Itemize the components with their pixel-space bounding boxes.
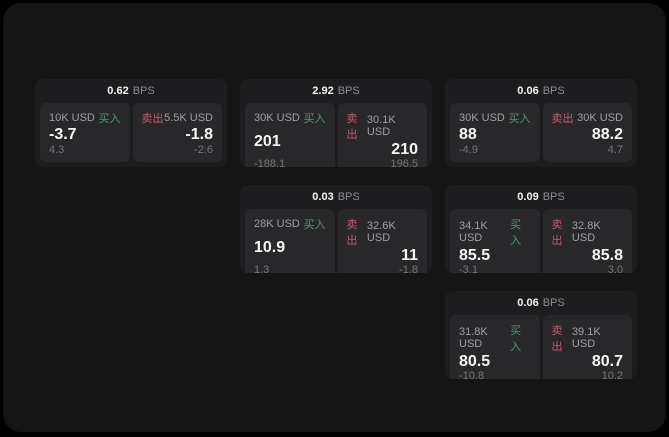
buy-delta: -4.9 <box>459 144 478 156</box>
bps-header: 0.06 BPS <box>445 79 637 103</box>
card-body: 34.1K USD 买入 85.5 -3.1 卖出 32.8K USD 85.8… <box>445 209 637 273</box>
sell-panel[interactable]: 卖出 5.5K USD -1.8 -2.6 <box>132 103 222 162</box>
quote-card: 2.92 BPS 30K USD 买入 201 -188.1 卖出 30.1K … <box>240 79 432 167</box>
quote-card: 0.62 BPS 10K USD 买入 -3.7 4.3 卖出 5.5K USD <box>35 79 227 167</box>
quote-card-grid: 0.62 BPS 10K USD 买入 -3.7 4.3 卖出 5.5K USD <box>35 79 637 379</box>
sell-amount: 30.1K USD <box>366 114 396 138</box>
sell-button[interactable]: 卖出 <box>551 113 574 125</box>
buy-amount: 30K USD <box>459 112 505 124</box>
buy-amount: 34.1K USD <box>459 220 488 244</box>
sell-delta: 196.5 <box>390 158 418 167</box>
buy-price: 10.9 <box>254 239 286 256</box>
buy-amount: 10K USD <box>49 112 95 124</box>
sell-delta: -2.6 <box>194 144 213 156</box>
buy-button[interactable]: 买入 <box>98 113 121 125</box>
bps-header: 0.03 BPS <box>240 185 432 209</box>
card-body: 31.8K USD 买入 80.5 -10.8 卖出 39.1K USD 80.… <box>445 315 637 379</box>
buy-button[interactable]: 买入 <box>508 113 531 125</box>
quote-card: 0.06 BPS 31.8K USD 买入 80.5 -10.8 卖出 39.1… <box>445 291 637 379</box>
buy-button[interactable]: 买入 <box>510 325 522 353</box>
sell-panel[interactable]: 卖出 30.1K USD 210 196.5 <box>337 103 427 167</box>
sell-amount: 30K USD <box>577 112 623 124</box>
buy-panel[interactable]: 28K USD 买入 10.9 1.3 <box>245 209 335 273</box>
bps-value: 0.03 <box>312 191 334 203</box>
sell-delta: -1.8 <box>399 264 418 273</box>
bps-suffix: BPS <box>542 191 565 203</box>
buy-delta: 4.3 <box>49 144 65 156</box>
sell-panel[interactable]: 卖出 39.1K USD 80.7 10.2 <box>542 315 632 379</box>
buy-price: -3.7 <box>49 126 77 143</box>
sell-button[interactable]: 卖出 <box>551 219 563 247</box>
buy-price: 88 <box>459 126 477 143</box>
buy-button[interactable]: 买入 <box>303 113 326 125</box>
sell-panel[interactable]: 卖出 30K USD 88.2 4.7 <box>542 103 632 162</box>
sell-button[interactable]: 卖出 <box>141 113 164 125</box>
bps-header: 0.09 BPS <box>445 185 637 209</box>
sell-price: -1.8 <box>185 126 213 143</box>
sell-button[interactable]: 卖出 <box>346 113 358 141</box>
buy-button[interactable]: 买入 <box>303 219 326 231</box>
bps-value: 0.09 <box>517 191 539 203</box>
buy-delta: 1.3 <box>254 264 270 273</box>
sell-price: 85.8 <box>591 247 623 264</box>
sell-amount: 32.6K USD <box>366 220 396 244</box>
sell-amount: 5.5K USD <box>164 112 213 124</box>
sell-price: 11 <box>401 247 418 264</box>
buy-panel[interactable]: 34.1K USD 买入 85.5 -3.1 <box>450 209 540 273</box>
sell-button[interactable]: 卖出 <box>551 325 563 353</box>
bps-header: 0.62 BPS <box>35 79 227 103</box>
sell-price: 88.2 <box>591 126 623 143</box>
sell-panel[interactable]: 卖出 32.8K USD 85.8 3.0 <box>542 209 632 273</box>
bps-suffix: BPS <box>337 191 360 203</box>
sell-delta: 4.7 <box>607 144 623 156</box>
bps-value: 0.06 <box>517 85 539 97</box>
buy-panel[interactable]: 30K USD 买入 201 -188.1 <box>245 103 335 167</box>
app-surface: 0.62 BPS 10K USD 买入 -3.7 4.3 卖出 5.5K USD <box>3 3 666 432</box>
card-body: 10K USD 买入 -3.7 4.3 卖出 5.5K USD -1.8 -2.… <box>35 103 227 167</box>
sell-delta: 10.2 <box>601 370 623 379</box>
card-body: 30K USD 买入 201 -188.1 卖出 30.1K USD 210 1… <box>240 103 432 167</box>
quote-card: 0.03 BPS 28K USD 买入 10.9 1.3 卖出 32.6K US… <box>240 185 432 273</box>
bps-suffix: BPS <box>542 297 565 309</box>
bps-header: 0.06 BPS <box>445 291 637 315</box>
buy-panel[interactable]: 31.8K USD 买入 80.5 -10.8 <box>450 315 540 379</box>
buy-button[interactable]: 买入 <box>510 219 522 247</box>
buy-delta: -3.1 <box>459 264 478 273</box>
buy-delta: -188.1 <box>254 158 286 167</box>
bps-suffix: BPS <box>542 85 565 97</box>
sell-button[interactable]: 卖出 <box>346 219 358 247</box>
sell-price: 80.7 <box>591 353 623 370</box>
sell-delta: 3.0 <box>607 264 623 273</box>
bps-suffix: BPS <box>337 85 360 97</box>
bps-value: 0.62 <box>107 85 129 97</box>
card-body: 28K USD 买入 10.9 1.3 卖出 32.6K USD 11 -1.8 <box>240 209 432 273</box>
buy-amount: 28K USD <box>254 218 300 230</box>
buy-delta: -10.8 <box>459 370 485 379</box>
buy-panel[interactable]: 30K USD 买入 88 -4.9 <box>450 103 540 162</box>
buy-price: 85.5 <box>459 247 491 264</box>
bps-suffix: BPS <box>132 85 155 97</box>
sell-amount: 32.8K USD <box>571 220 601 244</box>
sell-panel[interactable]: 卖出 32.6K USD 11 -1.8 <box>337 209 427 273</box>
buy-panel[interactable]: 10K USD 买入 -3.7 4.3 <box>40 103 130 162</box>
quote-card: 0.09 BPS 34.1K USD 买入 85.5 -3.1 卖出 32.8K… <box>445 185 637 273</box>
buy-price: 201 <box>254 133 281 150</box>
quote-card: 0.06 BPS 30K USD 买入 88 -4.9 卖出 30K USD <box>445 79 637 167</box>
buy-amount: 30K USD <box>254 112 300 124</box>
buy-amount: 31.8K USD <box>459 326 488 350</box>
bps-value: 0.06 <box>517 297 539 309</box>
buy-price: 80.5 <box>459 353 491 370</box>
sell-price: 210 <box>391 141 418 158</box>
bps-header: 2.92 BPS <box>240 79 432 103</box>
sell-amount: 39.1K USD <box>571 326 601 350</box>
card-body: 30K USD 买入 88 -4.9 卖出 30K USD 88.2 4.7 <box>445 103 637 167</box>
bps-value: 2.92 <box>312 85 334 97</box>
